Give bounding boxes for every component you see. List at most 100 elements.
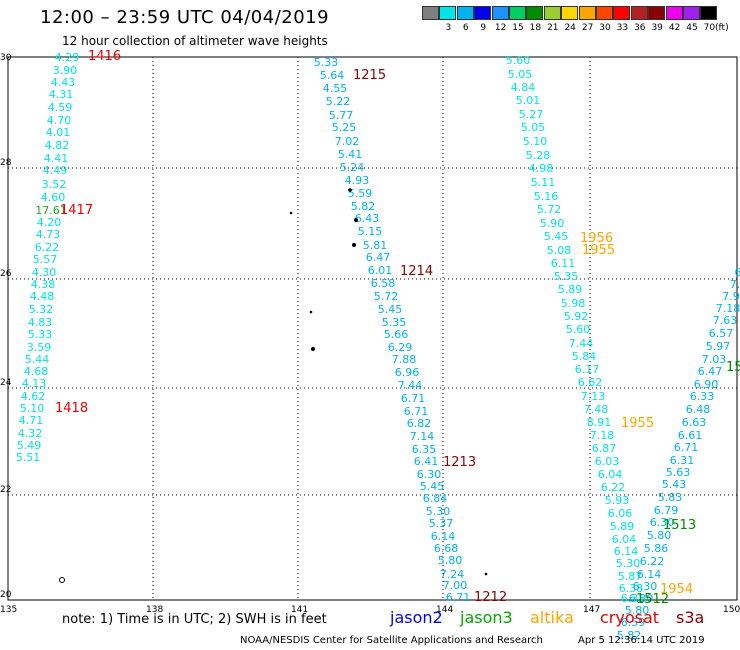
legend-label: 70 — [703, 23, 716, 33]
lon-tick-label: 138 — [146, 605, 163, 615]
satellite-name: jason3 — [460, 608, 513, 627]
wave-height-value: 5.05 — [521, 121, 546, 134]
wave-height-value: 5.05 — [508, 68, 533, 81]
wave-height-value: 4.30 — [32, 266, 57, 279]
island-shape — [354, 218, 358, 222]
wave-height-value: 5.15 — [358, 225, 383, 238]
legend-swatch — [439, 6, 457, 20]
wave-height-value: 4.60 — [41, 191, 66, 204]
wave-height-value: 5.93 — [605, 494, 630, 507]
wave-height-value: 8.91 — [587, 416, 612, 429]
wave-height-value: 6.04 — [612, 533, 637, 546]
lat-tick-label: 24 — [0, 378, 12, 388]
wave-height-value: 6.41 — [414, 455, 439, 468]
wave-height-value: 6.06 — [608, 507, 633, 520]
lon-tick-label: 141 — [291, 605, 308, 615]
wave-height-value: 4.38 — [31, 278, 56, 291]
wave-height-value: 6.71 — [404, 405, 429, 418]
pass-time-label: 15 — [726, 360, 740, 375]
pass-time-label: 1417 — [60, 203, 93, 218]
legend-label: 45 — [686, 23, 698, 33]
legend-label: 18 — [529, 23, 542, 33]
island-shape — [348, 188, 352, 192]
wave-height-value: 6.17 — [575, 363, 600, 376]
wave-height-value: 7.48 — [584, 403, 609, 416]
lon-tick-label: 144 — [436, 605, 453, 615]
wave-height-value: 3.90 — [53, 64, 78, 77]
wave-height-value: 6.01 — [368, 264, 393, 277]
legend-label: 21 — [547, 23, 559, 33]
legend-swatch — [630, 6, 648, 20]
wave-height-value: 7.18 — [716, 302, 740, 315]
wave-height-value: 4.68 — [24, 365, 49, 378]
wave-height-value: 6.87 — [592, 442, 617, 455]
wave-height-value: 6.30 — [417, 468, 442, 481]
wave-height-value: 5.49 — [17, 439, 42, 452]
wave-height-value: 6.43 — [355, 212, 380, 225]
wave-height-value: 6.11 — [551, 257, 576, 270]
wave-height-value: 4.55 — [323, 82, 348, 95]
wave-height-value: 5.35 — [382, 316, 407, 329]
altimeter-tracks: 4.293.904.434.314.594.704.014.824.414.49… — [16, 51, 740, 642]
wave-height-value: 7.13 — [581, 390, 606, 403]
wave-height-value: 6.22 — [640, 555, 665, 568]
land-islands — [59, 188, 488, 583]
wave-height-value: 5.97 — [706, 340, 731, 353]
wave-height-value: 6.47 — [698, 365, 723, 378]
wave-height-value: 7.14 — [410, 430, 435, 443]
wave-height-value: 4.62 — [21, 390, 46, 403]
legend-swatch — [543, 6, 561, 20]
map-subtitle: 12 hour collection of altimeter wave hei… — [62, 34, 328, 48]
pass-time-label: 1215 — [353, 68, 386, 83]
wave-height-value: 5.89 — [558, 283, 583, 296]
satellite-name: altika — [530, 608, 574, 627]
wave-height-value: 6.47 — [366, 251, 391, 264]
wave-height-value: 4.73 — [36, 228, 61, 241]
wave-height-value: 6.03 — [595, 455, 620, 468]
wave-height-value: 5.77 — [329, 109, 354, 122]
wave-height-value: 5.86 — [644, 542, 669, 555]
wave-height-value: 7.88 — [392, 353, 417, 366]
legend-label: 39 — [651, 23, 663, 33]
wave-height-value: 6 — [735, 266, 740, 279]
wave-height-value: 4.70 — [47, 114, 72, 127]
footer-timestamp: Apr 5 12:36:14 UTC 2019 — [578, 635, 705, 646]
wave-height-value: 5.24 — [340, 161, 365, 174]
legend-swatch — [509, 6, 526, 20]
wave-height-value: 4.32 — [18, 427, 43, 440]
footer-credit: NOAA/NESDIS Center for Satellite Applica… — [240, 635, 543, 646]
pass-time-label: 1512 — [636, 592, 669, 607]
legend-swatch — [700, 6, 718, 20]
wave-height-value: 4.01 — [46, 126, 71, 139]
wave-height-value: 4.93 — [345, 174, 370, 187]
wave-height-value: 5.87 — [618, 570, 643, 583]
island-shape — [311, 347, 315, 351]
pass-time-label: 1513 — [663, 518, 696, 533]
legend-label: 30 — [599, 23, 611, 33]
wave-height-value: 5.25 — [332, 121, 357, 134]
pass-time-label: 1212 — [474, 590, 507, 605]
wave-height-value: 4.82 — [45, 139, 70, 152]
pass-time-label: 1955 — [621, 416, 654, 431]
wave-height-value: 6.59 — [621, 616, 646, 629]
pass-time-label: 1954 — [660, 582, 693, 597]
wave-height-value: 6.96 — [395, 366, 420, 379]
wave-height-value: 4.49 — [43, 164, 68, 177]
pass-time-label: 1416 — [88, 49, 121, 64]
wave-height-value: 6.14 — [637, 568, 662, 581]
legend-swatch — [456, 6, 474, 20]
lat-tick-label: 20 — [0, 590, 12, 600]
wave-height-value: 6.30 — [629, 592, 654, 605]
wave-height-value: 5.43 — [662, 478, 687, 491]
island-shape — [309, 310, 313, 314]
wave-height-value: 4.83 — [28, 316, 53, 329]
island-shape — [352, 243, 356, 247]
wave-height-value: 5.98 — [561, 297, 586, 310]
wave-height-value: 7.00 — [443, 579, 468, 592]
wave-height-value: 6.31 — [621, 592, 646, 605]
wave-height-value: 4.20 — [37, 216, 62, 229]
pass-time-label: 1418 — [55, 401, 88, 416]
wave-height-value: 5.22 — [326, 95, 351, 108]
wave-height-value: 7.44 — [569, 337, 594, 350]
wave-height-value: 5.63 — [666, 466, 691, 479]
